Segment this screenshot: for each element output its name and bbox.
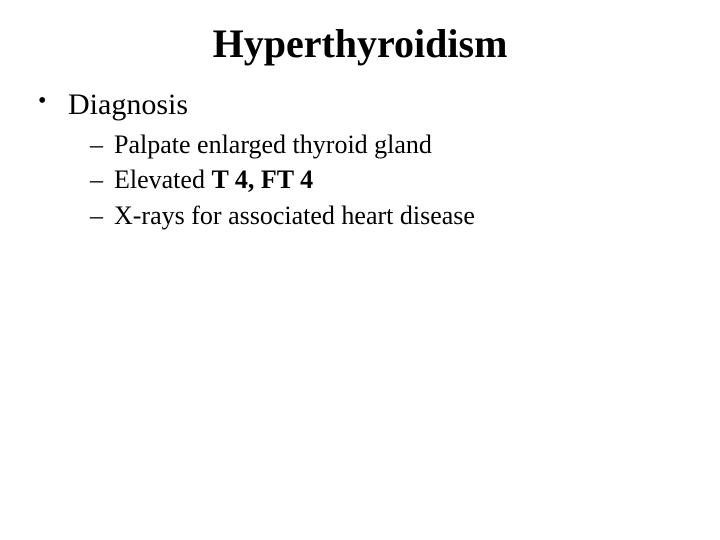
bullet-level2-text: X-rays for associated heart disease: [114, 201, 475, 230]
bullet-level2-text: Palpate enlarged thyroid gland: [114, 130, 432, 159]
bullet-level2-item: Palpate enlarged thyroid gland: [90, 128, 720, 162]
bullet-list-level1: Diagnosis Palpate enlarged thyroid gland…: [0, 85, 720, 233]
bullet-level2-item: Elevated T 4, FT 4: [90, 163, 720, 197]
bullet-level1-text: Diagnosis: [68, 88, 188, 121]
bullet-level2-item: X-rays for associated heart disease: [90, 199, 720, 233]
bullet-level2-bold: T 4, FT 4: [211, 165, 313, 194]
slide: Hyperthyroidism Diagnosis Palpate enlarg…: [0, 0, 720, 540]
slide-title: Hyperthyroidism: [0, 0, 720, 85]
bullet-list-level2: Palpate enlarged thyroid gland Elevated …: [68, 128, 720, 233]
bullet-level1-item: Diagnosis Palpate enlarged thyroid gland…: [38, 85, 720, 233]
bullet-level2-prefix: Elevated: [114, 165, 211, 194]
